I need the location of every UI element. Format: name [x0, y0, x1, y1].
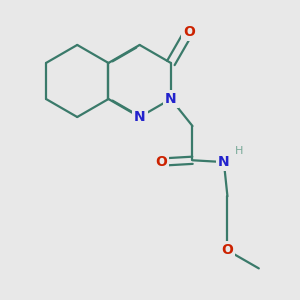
Text: O: O	[155, 155, 167, 169]
Text: N: N	[165, 92, 177, 106]
Text: O: O	[183, 25, 195, 39]
Text: O: O	[221, 243, 233, 257]
Text: H: H	[235, 146, 243, 156]
Text: N: N	[134, 110, 146, 124]
Text: N: N	[218, 155, 230, 169]
